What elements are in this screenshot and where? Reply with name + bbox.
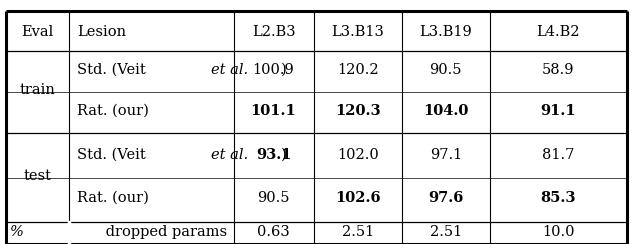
Text: 120.2: 120.2 (337, 62, 379, 77)
Text: Lesion: Lesion (77, 25, 126, 39)
Text: L3.B13: L3.B13 (332, 25, 384, 39)
Text: dropped params: dropped params (101, 225, 227, 239)
Text: 85.3: 85.3 (541, 191, 576, 205)
Text: 91.1: 91.1 (541, 104, 576, 118)
Text: L4.B2: L4.B2 (537, 25, 580, 39)
Text: Eval: Eval (22, 25, 54, 39)
Text: 97.6: 97.6 (428, 191, 463, 205)
Text: 104.0: 104.0 (423, 104, 468, 118)
Text: 101.1: 101.1 (251, 104, 296, 118)
Text: et al.: et al. (211, 148, 248, 162)
Text: 90.5: 90.5 (429, 62, 462, 77)
Text: 102.6: 102.6 (335, 191, 381, 205)
Text: Rat. (our): Rat. (our) (77, 191, 148, 205)
Text: L3.B19: L3.B19 (419, 25, 472, 39)
Text: train: train (20, 83, 56, 97)
Text: 10.0: 10.0 (542, 225, 575, 239)
Text: 97.1: 97.1 (429, 148, 462, 162)
Text: 58.9: 58.9 (542, 62, 575, 77)
Text: 100.9: 100.9 (253, 62, 294, 77)
Text: L2.B3: L2.B3 (252, 25, 296, 39)
Text: ): ) (281, 148, 287, 162)
Text: 0.63: 0.63 (257, 225, 290, 239)
Text: test: test (24, 169, 52, 183)
Text: 93.1: 93.1 (256, 148, 291, 162)
Text: 102.0: 102.0 (337, 148, 379, 162)
Text: 90.5: 90.5 (257, 191, 290, 205)
Text: Std. (Veit: Std. (Veit (77, 148, 148, 162)
Text: 81.7: 81.7 (542, 148, 575, 162)
Text: %: % (10, 225, 24, 239)
Text: 2.51: 2.51 (342, 225, 374, 239)
Text: Std. (Veit: Std. (Veit (77, 62, 148, 77)
Text: et al.: et al. (211, 62, 248, 77)
Text: Rat. (our): Rat. (our) (77, 104, 148, 118)
Text: 120.3: 120.3 (335, 104, 381, 118)
Text: ): ) (281, 62, 287, 77)
Text: 2.51: 2.51 (429, 225, 462, 239)
